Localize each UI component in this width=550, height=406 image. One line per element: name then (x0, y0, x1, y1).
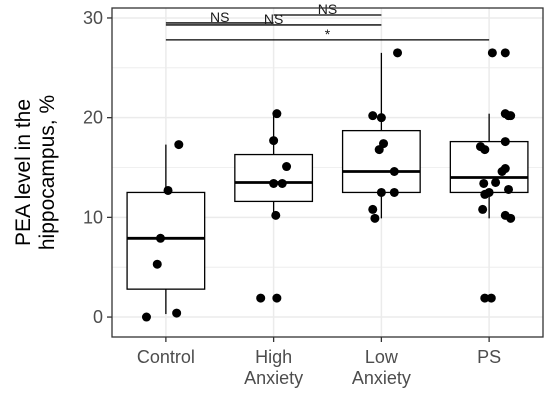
significance-label: * (325, 26, 331, 42)
box-iqr (126, 191, 206, 290)
data-point (282, 162, 292, 172)
y-tick-label: 30 (83, 8, 103, 28)
y-tick-label: 20 (83, 108, 103, 128)
data-point (487, 48, 497, 58)
y-axis-title: PEA level in thehippocampus, % (12, 95, 59, 250)
data-point (480, 145, 490, 155)
y-axis-title-line: PEA level in the (12, 99, 35, 246)
data-point (497, 167, 507, 177)
data-point (389, 187, 399, 197)
significance-label: NS (210, 9, 229, 25)
significance-label: NS (264, 11, 283, 27)
data-point (480, 189, 490, 199)
data-point (504, 184, 514, 194)
data-point (479, 178, 489, 188)
y-axis-title-line: hippocampus, % (36, 95, 59, 250)
data-point (368, 111, 378, 121)
data-point (172, 308, 182, 318)
data-point (163, 185, 173, 195)
x-tick-label-line: Anxiety (352, 368, 411, 388)
points-high-anxiety (256, 109, 292, 303)
box-iqr (234, 153, 314, 203)
box-control (126, 144, 206, 315)
x-tick-label-line: Control (137, 347, 195, 367)
x-tick-label-low-anxiety: Low Anxiety (352, 347, 411, 388)
data-point (506, 213, 516, 223)
data-point (491, 177, 501, 187)
data-point (376, 187, 386, 197)
x-tick-label-line: Low (365, 347, 399, 367)
x-tick-label-line: High (255, 347, 292, 367)
data-point (256, 293, 266, 303)
data-point (272, 109, 282, 119)
data-point (506, 111, 516, 121)
data-point (269, 178, 279, 188)
y-tick-label: 0 (93, 307, 103, 327)
data-point (272, 293, 282, 303)
data-point (486, 293, 496, 303)
data-point (478, 204, 488, 214)
points-ps (476, 48, 516, 303)
points-low-anxiety (368, 48, 403, 223)
box-high-anxiety (234, 113, 314, 216)
data-point (393, 48, 403, 58)
data-point (269, 136, 279, 146)
data-point (271, 210, 281, 220)
data-point (374, 145, 384, 155)
data-point (370, 213, 380, 223)
data-point (480, 293, 490, 303)
x-tick-label-control: Control (137, 347, 195, 367)
panel-border (111, 7, 544, 338)
y-tick-label: 10 (83, 207, 103, 227)
data-point (277, 178, 287, 188)
x-tick-label-line: PS (477, 347, 501, 367)
data-point (389, 167, 399, 177)
points-control (141, 140, 184, 322)
data-point (174, 140, 184, 150)
x-tick-label-high-anxiety: High Anxiety (244, 347, 303, 388)
data-point (376, 113, 386, 123)
significance-label: NS (318, 1, 337, 17)
data-point (500, 48, 510, 58)
data-point (500, 137, 510, 147)
x-tick-label-ps: PS (477, 347, 501, 367)
data-point (141, 312, 151, 322)
data-point (155, 233, 165, 243)
data-point (368, 204, 378, 214)
x-tick-label-line: Anxiety (244, 368, 303, 388)
data-point (152, 259, 162, 269)
